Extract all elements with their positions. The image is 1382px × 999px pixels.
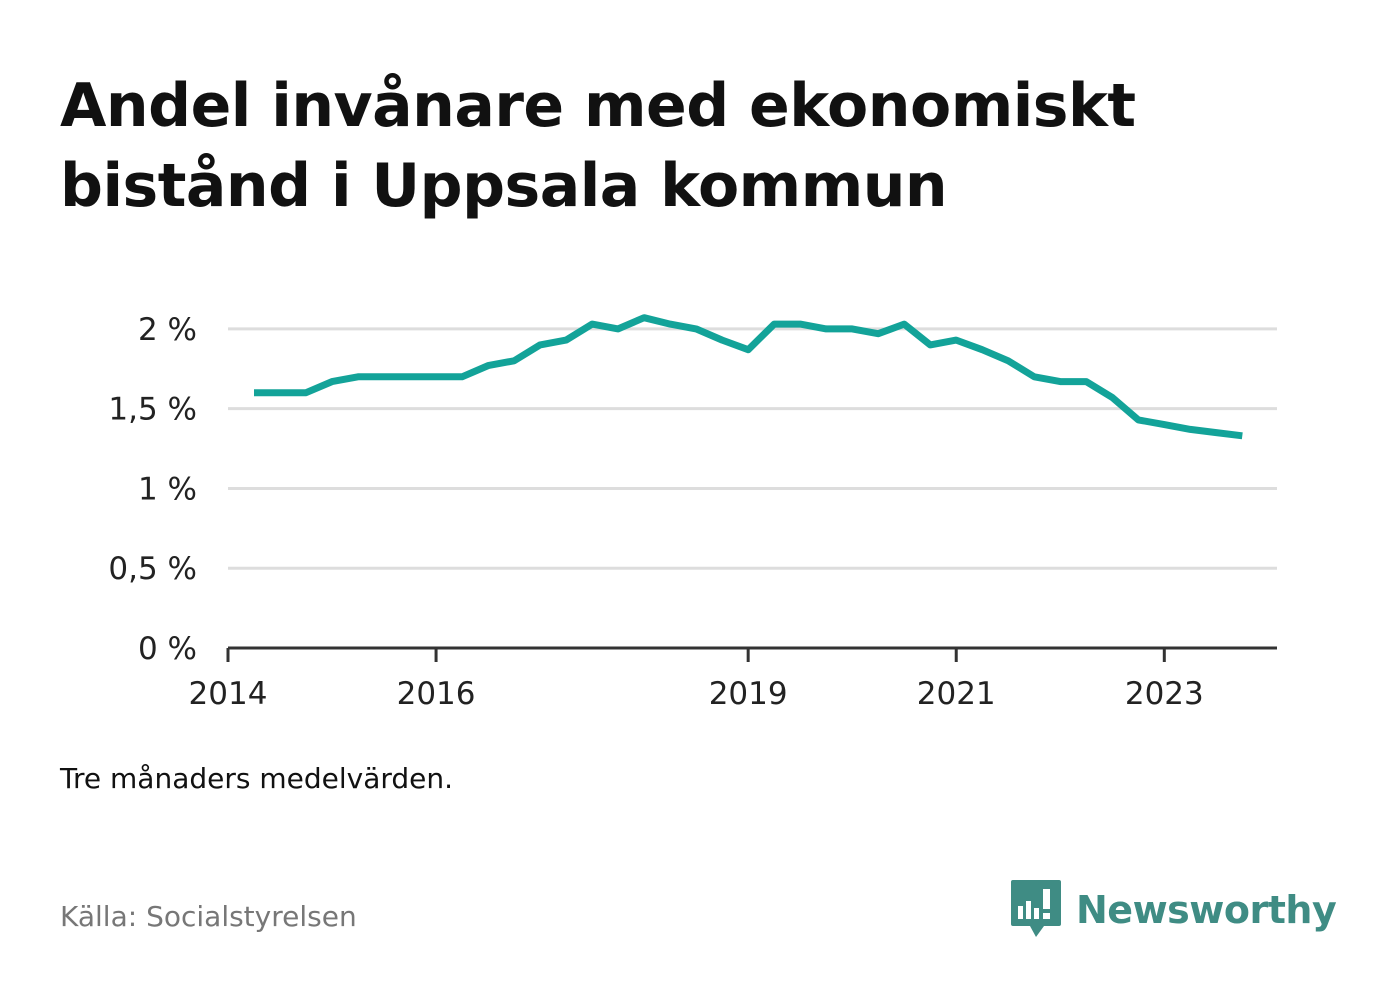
x-tick-label: 2023: [1125, 676, 1204, 712]
gridlines: [228, 327, 1277, 570]
series-layer: [254, 314, 1243, 440]
x-tick-label: 2014: [189, 676, 268, 712]
x-tick-label: 2016: [397, 676, 476, 712]
y-tick-label: 2 %: [138, 312, 197, 348]
newsworthy-logo-icon: [1011, 880, 1061, 937]
brand-name: Newsworthy: [1076, 888, 1337, 932]
y-tick-label: 1 %: [138, 471, 197, 507]
x-tick-label: 2021: [917, 676, 996, 712]
line-chart: 0 % 0,5 % 1 % 1,5 % 2 % 2014 2016 2019 2021 2023: [108, 312, 1277, 712]
series-line: [254, 314, 1243, 440]
chart-note: Tre månaders medelvärden.: [60, 762, 454, 795]
y-axis-ticks: 0 % 0,5 % 1 % 1,5 % 2 %: [108, 312, 197, 667]
y-tick-label: 1,5 %: [108, 392, 197, 428]
source-label: Källa: Socialstyrelsen: [60, 900, 357, 933]
y-tick-label: 0 %: [138, 631, 197, 667]
y-tick-label: 0,5 %: [108, 551, 197, 587]
chart-title: Andel invånare med ekonomiskt bistånd i …: [60, 71, 1136, 221]
x-axis: 2014 2016 2019 2021 2023: [189, 646, 1277, 712]
brand-logo: Newsworthy: [1010, 878, 1337, 942]
x-tick-label: 2019: [709, 676, 788, 712]
